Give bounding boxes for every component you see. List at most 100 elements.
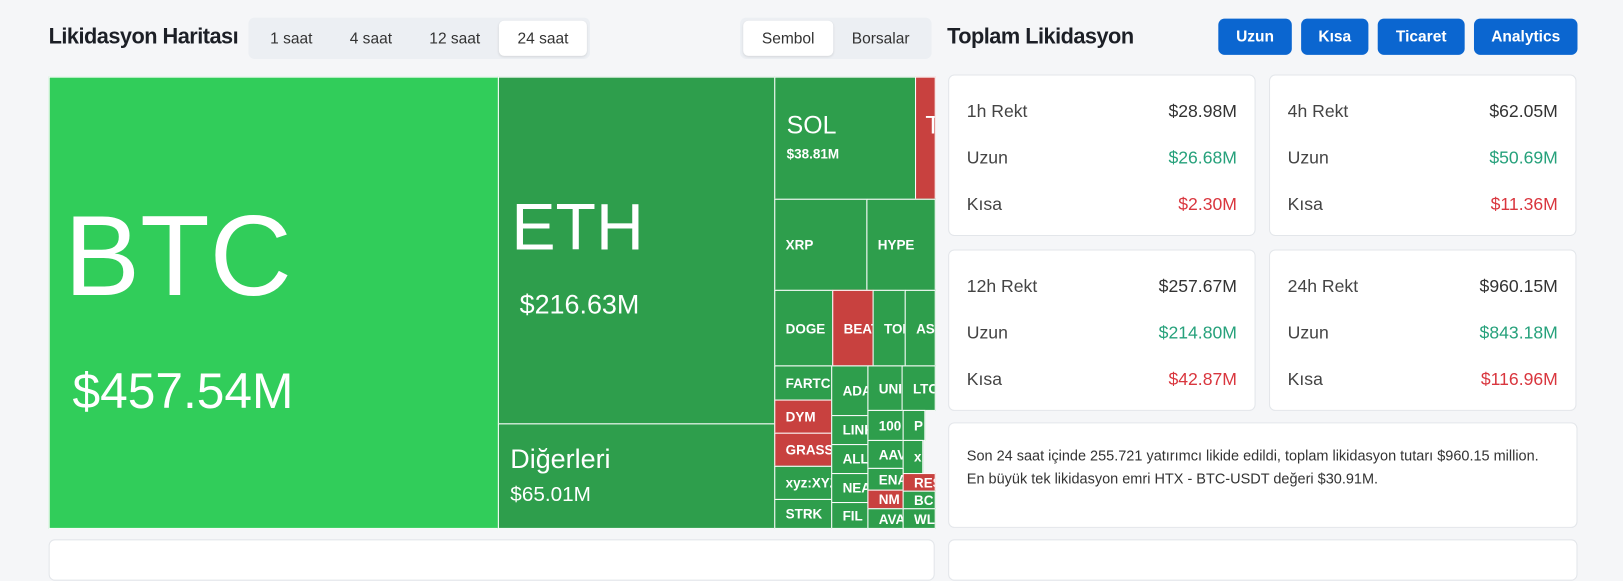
treemap-tile[interactable]: BTC $457.54M	[48, 76, 499, 529]
treemap-tile[interactable]: P	[902, 409, 926, 441]
treemap-tile[interactable]: Diğerleri $65.01M	[497, 423, 776, 529]
view-tab[interactable]: Sembol	[743, 20, 834, 56]
row-label: Uzun	[1287, 148, 1329, 168]
timeframe-tab[interactable]: 12 saat	[429, 29, 481, 48]
tile-label: LINK	[842, 422, 868, 438]
card-row: Uzun $50.69M	[1288, 148, 1558, 169]
treemap-tile[interactable]: ALLO	[831, 444, 869, 475]
card-row: Uzun $843.18M	[1288, 323, 1558, 344]
row-value: $26.68M	[1168, 148, 1237, 168]
tile-label: NM	[878, 491, 900, 508]
row-value: $843.18M	[1479, 322, 1558, 343]
summary-line: En büyük tek likidasyon emri HTX - BTC-U…	[966, 469, 1379, 487]
row-value: $116.96M	[1480, 369, 1558, 390]
treemap-tile[interactable]: AAV	[867, 439, 904, 469]
tile-value: $457.54M	[72, 364, 294, 420]
rekt-card: 12h Rekt $257.67M Uzun $214.80M Kısa $42.87M	[948, 249, 1256, 411]
row-value: $28.98M	[1168, 101, 1237, 122]
tile-value: $65.01M	[510, 483, 591, 507]
tile-label: LTC	[912, 380, 936, 396]
treemap-tile[interactable]: SOL $38.81M	[774, 76, 917, 200]
row-label: Uzun	[1287, 322, 1329, 343]
treemap-tile[interactable]: FIL	[831, 502, 869, 529]
tile-label: AVA	[878, 510, 904, 527]
card-row: Uzun $26.68M	[967, 148, 1237, 169]
action-button[interactable]: Analytics	[1473, 18, 1578, 55]
row-value: $11.36M	[1490, 194, 1558, 215]
summary: Son 24 saat içinde 255.721 yatırımcı lik…	[948, 422, 1578, 528]
tile-value: $216.63M	[519, 288, 640, 320]
treemap-tile[interactable]: x	[902, 439, 924, 475]
app: Likidasyon Haritası 1 saat 4 saat 12 saat 2…	[48, 17, 1578, 581]
treemap-tile[interactable]: ENA	[867, 467, 904, 491]
treemap-tile[interactable]: WL	[902, 508, 936, 529]
treemap-tile[interactable]: STRK	[774, 498, 833, 529]
treemap-tile[interactable]: NEA	[831, 473, 869, 504]
tile-label: STRK	[785, 506, 823, 522]
tile-label: ENA	[878, 471, 903, 488]
tile-label: AS	[916, 320, 935, 336]
card-row: 4h Rekt $62.05M	[1288, 101, 1558, 122]
tile-label: P	[913, 417, 923, 434]
treemap-tile[interactable]: DYM	[774, 399, 833, 434]
treemap-tile[interactable]: ADA	[831, 365, 869, 417]
tile-label: DYM	[785, 408, 816, 425]
tile-label: 100	[878, 417, 902, 434]
treemap-tile[interactable]: AVA	[867, 508, 904, 529]
treemap-tile[interactable]: T	[915, 76, 936, 200]
tile-label: AAV	[878, 446, 904, 463]
summary-line: Son 24 saat içinde 255.721 yatırımcı lik…	[966, 447, 1539, 464]
row-label: 4h Rekt	[1287, 101, 1349, 122]
timeframe-tab[interactable]: 4 saat	[349, 29, 393, 48]
tile-label: WL	[913, 510, 935, 527]
row-label: Kısa	[966, 194, 1003, 215]
view-tab[interactable]: Borsalar	[851, 29, 910, 48]
rekt-card: 24h Rekt $960.15M Uzun $843.18M Kısa $116.96M	[1269, 249, 1577, 411]
treemap-tile[interactable]: xyz:XYZ	[774, 465, 833, 500]
card-row: 24h Rekt $960.15M	[1288, 276, 1558, 297]
tile-label: T	[925, 113, 934, 139]
row-label: Uzun	[966, 148, 1008, 168]
treemap-tile[interactable]: LTC	[901, 365, 936, 411]
tile-label: UNI	[878, 380, 902, 396]
tile-label: x	[913, 449, 922, 465]
row-label: Uzun	[966, 322, 1008, 343]
tile-value: $38.81M	[786, 145, 840, 162]
tile-label: BC	[913, 492, 934, 508]
timeframe-tabs: 1 saat 4 saat 12 saat 24 saat	[248, 17, 591, 60]
treemap-tile[interactable]: TON	[872, 289, 906, 367]
action-button[interactable]: Kısa	[1301, 18, 1369, 55]
treemap-tile[interactable]: ETH $216.63M	[497, 76, 776, 425]
tile-label: XRP	[785, 237, 814, 253]
row-label: 24h Rekt	[1287, 276, 1359, 297]
row-label: 1h Rekt	[966, 101, 1028, 122]
treemap-tile[interactable]: NM	[867, 489, 904, 510]
card-row: Kısa $11.36M	[1288, 195, 1558, 216]
card-row: Kısa $116.96M	[1288, 370, 1558, 391]
treemap-tile[interactable]: GRASS	[774, 432, 833, 467]
row-value: $257.67M	[1158, 276, 1237, 297]
tile-label: NEA	[842, 480, 869, 496]
treemap-tile[interactable]: RES	[902, 473, 936, 492]
action-button[interactable]: Ticaret	[1377, 18, 1465, 55]
treemap-tile[interactable]: AS	[904, 289, 936, 367]
tile-label: HYPE	[877, 237, 915, 253]
timeframe-tab[interactable]: 1 saat	[270, 29, 313, 48]
treemap-tile[interactable]: BC	[902, 490, 936, 510]
treemap-tile[interactable]: LINK	[831, 415, 869, 446]
treemap-tile[interactable]: DOGE	[774, 289, 834, 367]
row-value: $42.87M	[1168, 369, 1237, 390]
treemap-tile[interactable]: UNI	[867, 365, 903, 411]
card-row: Kısa $42.87M	[967, 370, 1237, 391]
row-value: $960.15M	[1479, 276, 1558, 297]
card-row: Uzun $214.80M	[967, 323, 1237, 344]
action-button[interactable]: Uzun	[1218, 18, 1292, 55]
treemap-tile[interactable]: 100	[867, 409, 904, 441]
treemap-tile[interactable]: FARTCO	[774, 365, 833, 401]
treemap-tile[interactable]: HYPE	[866, 198, 936, 291]
treemap-tile[interactable]: XRP	[774, 198, 868, 291]
tile-label: xyz:XYZ	[785, 475, 832, 491]
timeframe-tab[interactable]: 24 saat	[498, 20, 588, 56]
